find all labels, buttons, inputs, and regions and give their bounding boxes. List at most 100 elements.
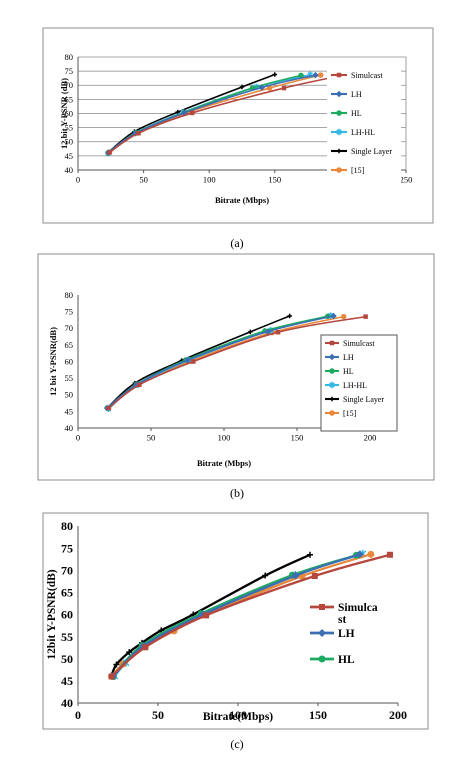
data-point-1 [291,571,300,580]
legend-swatch-marker [329,340,335,346]
x-tick-label: 100 [218,433,231,443]
y-tick-label: 40 [61,696,73,710]
y-tick-label: 40 [65,423,74,433]
data-point-2 [298,72,304,79]
y-tick-label: 55 [65,123,74,133]
x-tick-label: 0 [76,433,80,443]
legend-swatch-marker [329,368,335,374]
x-tick-label: 0 [75,708,81,722]
data-point-0 [106,405,111,411]
series-line-0 [108,315,366,409]
series-line-0 [110,553,391,678]
legend-box [306,599,391,687]
data-point-extra-2 [367,550,375,558]
legend-swatch-marker [318,629,326,637]
x-tick-label: 200 [389,708,407,722]
legend-swatch-marker [336,128,342,136]
chart-a: 404550556065707580050100150200250Bitrate… [42,27,434,224]
data-point-extra-1 [126,649,133,656]
data-point-0 [136,131,141,136]
legend-label-2: HL [351,109,362,118]
legend-swatch-marker [335,90,343,98]
y-tick-label: 40 [65,165,74,175]
legend-swatch-marker [336,110,342,116]
legend-label-4: Single Layer [351,147,392,156]
legend-swatch-marker [336,148,342,154]
caption-a: (a) [230,236,244,250]
y-tick-label: 50 [61,652,73,666]
data-point-1 [258,84,265,91]
data-point-0 [311,573,318,580]
data-point-0 [363,314,368,319]
x-axis-label: Bitrate(Mbps) [203,711,273,723]
y-tick-label: 70 [65,323,74,333]
y-tick-label: 50 [65,390,74,400]
data-point-0 [108,673,115,680]
data-point-1 [264,328,272,335]
y-tick-label: 55 [65,373,74,383]
x-tick-label: 0 [76,175,80,185]
data-point-1 [312,71,319,79]
data-point-extra-1 [307,551,313,558]
x-tick-label: 50 [152,708,164,722]
data-point-4 [248,329,253,335]
y-tick-label: 80 [65,52,74,62]
y-axis-label: 12 bit Y-PSNR(dB) [48,327,58,396]
y-tick-label: 50 [65,137,74,147]
data-point-4 [272,72,278,77]
data-point-0 [191,359,196,364]
data-point-5 [266,85,273,91]
data-point-extra-1 [113,661,120,668]
legend-swatch-marker [328,353,336,361]
y-tick-label: 45 [65,151,74,161]
data-point-1 [355,550,364,559]
x-tick-label: 50 [139,175,148,185]
legend-swatch-marker [319,604,325,610]
y-tick-label: 75 [65,66,74,76]
data-point-0 [107,150,112,155]
y-tick-label: 80 [65,290,74,300]
legend-label-1: LH [351,90,362,99]
x-tick-label: 150 [309,708,327,722]
y-tick-label: 65 [65,340,74,350]
data-point-0 [275,329,281,335]
y-tick-label: 65 [61,586,73,600]
legend-label-2: HL [343,367,354,376]
x-tick-label: 200 [364,433,377,443]
y-tick-label: 45 [61,674,73,688]
legend-label-4: Single Layer [343,395,384,404]
legend-label-1: LH [338,628,355,640]
legend-swatch-marker [336,72,342,78]
data-point-0 [203,612,209,619]
legend-label-3: LH-HL [343,381,367,390]
data-point-4 [287,313,292,319]
y-tick-label: 70 [65,80,74,90]
data-point-4 [239,84,245,90]
data-point-1 [184,356,191,364]
x-tick-label: 150 [268,175,281,185]
y-tick-label: 60 [65,108,74,118]
legend-label-1: LH [343,353,354,362]
y-tick-label: 65 [65,94,74,104]
y-axis-label: 12bit Y-PSNR(dB) [46,569,58,659]
data-point-extra-1 [262,572,269,579]
chart-b: 40 45 50 55 60 65 70 75 80 0 50 100 150 200 Bitrate (M… [37,253,435,481]
y-tick-label: 70 [61,563,73,577]
y-tick-label: 60 [61,608,73,622]
y-tick-label: 55 [61,630,73,644]
data-point-1 [330,312,337,320]
x-tick-label: 100 [203,175,216,185]
y-tick-label: 60 [65,356,74,366]
legend-label-3: LH-HL [351,128,375,137]
data-point-5 [317,72,324,78]
x-axis-label: Bitrate (Mbps) [215,195,269,205]
legend-label-0: Simulcast [343,339,375,348]
x-tick-label: 150 [291,433,304,443]
series-line-1 [106,315,334,409]
y-axis-label: 12 bit Y-PSNR (dB) [59,78,69,149]
legend-label-5: [15] [343,409,357,418]
y-tick-label: 75 [61,541,73,555]
y-tick-label: 80 [61,519,73,533]
legend-label-0: Simulcast [351,71,383,80]
data-point-5 [340,313,347,320]
